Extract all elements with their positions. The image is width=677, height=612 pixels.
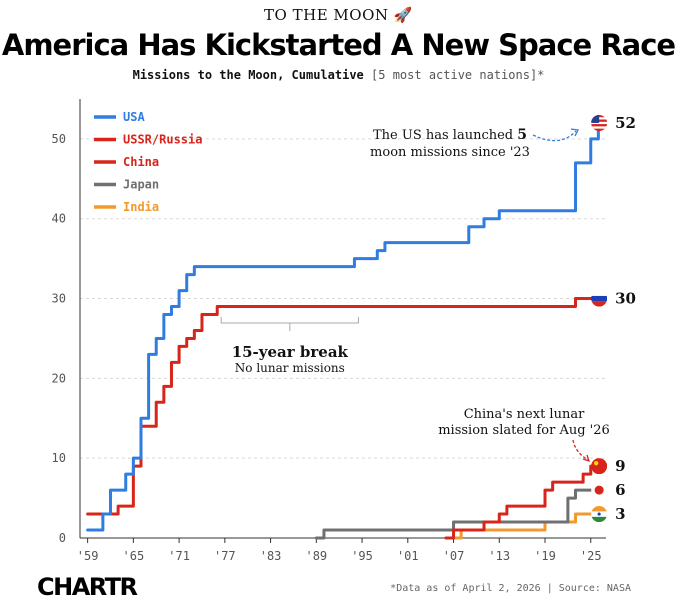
us-flag-icon [591,114,608,131]
end-value-label: 3 [615,505,625,523]
china-note-arrow [572,439,589,461]
chart-subtitle: Missions to the Moon, Cumulative [5 most… [0,68,677,82]
x-tick-label: '07 [443,549,465,563]
chartr-logo: CHARTR [37,573,138,601]
x-tick-label: '95 [351,549,373,563]
china-note-line-2: mission slated for Aug '26 [438,423,610,438]
x-tick-label: '65 [123,549,145,563]
x-tick-label: '13 [488,549,510,563]
legend-label: USA [123,110,145,124]
russia-flag-icon [591,290,608,307]
break-note-title: 15-year break [232,343,349,361]
y-tick-label: 10 [52,451,66,465]
x-tick-label: '19 [534,549,556,563]
x-tick-label: '01 [397,549,419,563]
y-tick-label: 30 [52,292,66,306]
x-tick-label: '71 [168,549,190,563]
end-value-label: 9 [615,457,625,475]
x-tick-label: '25 [580,549,602,563]
source-note: *Data as of April 2, 2026 | Source: NASA [390,583,631,594]
series-line-ussr-russia [86,297,600,516]
x-tick-label: '89 [305,549,327,563]
x-tick-label: '59 [77,549,99,563]
series-line-china [444,464,600,540]
chart-title: America Has Kickstarted A New Space Race [1,28,676,62]
y-tick-label: 50 [52,132,66,146]
subtitle-main: Missions to the Moon, Cumulative [132,68,364,82]
y-tick-label: 20 [52,371,66,385]
end-value-label: 52 [615,114,636,132]
end-value-label: 6 [615,481,625,499]
us-note-arrow [532,130,577,142]
legend-label: India [123,200,159,214]
y-tick-label: 40 [52,212,66,226]
break-note-text: No lunar missions [235,361,345,375]
us-note-arrowhead [570,128,579,137]
japan-flag-icon [591,482,608,499]
us-note-line-1: The US has launched 5 [373,127,527,143]
x-tick-label: '83 [260,549,282,563]
subtitle-note: [5 most active nations]* [371,68,545,82]
china-flag-icon [591,458,608,475]
series-line-usa [86,121,600,532]
india-flag-icon [591,506,608,523]
series-line-japan [314,488,593,540]
end-value-label: 30 [615,290,636,308]
china-note-arrowhead [582,454,591,463]
legend-label: China [123,155,159,169]
break-bracket [220,317,359,331]
china-note-line-1: China's next lunar [464,407,585,422]
x-tick-label: '77 [214,549,236,563]
series-line-india [452,512,593,540]
chart-kicker: TO THE MOON 🚀 [264,6,413,24]
legend-label: USSR/Russia [123,133,202,147]
us-note-line-2: moon missions since '23 [370,145,530,160]
y-tick-label: 0 [59,531,66,545]
legend-label: Japan [123,178,159,192]
